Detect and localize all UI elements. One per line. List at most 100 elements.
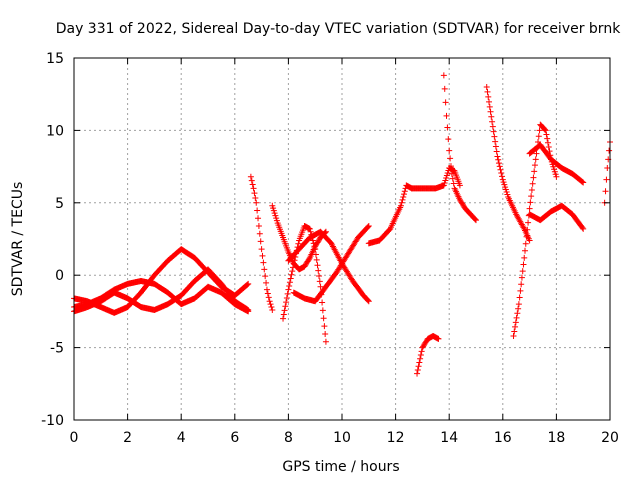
data-point bbox=[399, 196, 406, 203]
data-point bbox=[291, 257, 298, 264]
data-point bbox=[259, 252, 266, 259]
data-point bbox=[491, 133, 498, 140]
data-point bbox=[528, 186, 535, 193]
data-point bbox=[254, 207, 261, 214]
data-point bbox=[261, 266, 268, 273]
data-point bbox=[580, 225, 587, 232]
data-point bbox=[312, 251, 319, 258]
data-point bbox=[290, 260, 297, 267]
data-point bbox=[527, 199, 534, 206]
data-point bbox=[524, 226, 531, 233]
data-point bbox=[580, 179, 587, 186]
data-point bbox=[255, 215, 262, 222]
data-point bbox=[483, 83, 490, 90]
x-tick-label: 8 bbox=[284, 430, 293, 446]
data-point bbox=[473, 217, 479, 224]
data-point bbox=[255, 222, 262, 229]
data-point bbox=[486, 103, 493, 110]
data-point bbox=[533, 150, 540, 157]
data-point bbox=[442, 99, 449, 106]
data-point bbox=[263, 286, 270, 293]
data-point bbox=[516, 294, 523, 301]
data-point bbox=[498, 170, 505, 177]
x-tick-label: 6 bbox=[230, 430, 239, 446]
data-point bbox=[512, 323, 519, 330]
data-point bbox=[365, 297, 372, 304]
data-point bbox=[579, 178, 586, 185]
series-track-l bbox=[440, 72, 479, 224]
data-point bbox=[519, 268, 526, 275]
x-tick-label: 18 bbox=[547, 430, 565, 446]
data-point bbox=[295, 240, 302, 247]
data-point bbox=[314, 262, 321, 269]
data-point bbox=[306, 225, 313, 232]
data-point bbox=[319, 299, 326, 306]
x-tick-label: 16 bbox=[494, 430, 512, 446]
series-track-n bbox=[510, 121, 560, 340]
data-point bbox=[448, 170, 455, 177]
data-point bbox=[398, 199, 405, 206]
data-point bbox=[522, 247, 529, 254]
data-point bbox=[267, 301, 274, 308]
data-point bbox=[258, 246, 265, 253]
data-point bbox=[414, 366, 421, 373]
data-point bbox=[249, 181, 256, 188]
data-point bbox=[449, 175, 456, 182]
data-point bbox=[447, 155, 454, 162]
data-point bbox=[496, 163, 503, 170]
data-point bbox=[247, 173, 254, 180]
data-point bbox=[579, 224, 586, 231]
data-point bbox=[493, 148, 500, 155]
data-point bbox=[364, 223, 371, 230]
series-track-h bbox=[290, 222, 372, 305]
data-point bbox=[310, 240, 317, 247]
data-point bbox=[256, 230, 263, 237]
data-point bbox=[266, 298, 273, 305]
data-point bbox=[523, 233, 530, 240]
data-point bbox=[319, 307, 326, 314]
data-point bbox=[488, 113, 495, 120]
data-point bbox=[283, 299, 290, 306]
data-point bbox=[512, 319, 519, 326]
data-point bbox=[553, 173, 560, 180]
data-point bbox=[315, 267, 322, 274]
data-point bbox=[603, 176, 610, 183]
data-point bbox=[289, 268, 296, 275]
data-point bbox=[282, 303, 289, 310]
data-point bbox=[525, 219, 532, 226]
data-point bbox=[264, 290, 271, 297]
series-track-q bbox=[601, 138, 613, 206]
data-point bbox=[284, 290, 291, 297]
data-point bbox=[531, 168, 538, 175]
x-tick-label: 0 bbox=[70, 430, 79, 446]
data-point bbox=[447, 163, 454, 170]
data-point bbox=[289, 264, 296, 271]
series-track-c bbox=[71, 246, 252, 316]
x-tick-label: 10 bbox=[333, 430, 351, 446]
data-point bbox=[489, 118, 496, 125]
data-point bbox=[280, 315, 287, 322]
data-point bbox=[320, 315, 327, 322]
x-tick-label: 4 bbox=[177, 430, 186, 446]
y-tick-label: 15 bbox=[46, 51, 64, 67]
series-track-g bbox=[285, 228, 372, 305]
data-point bbox=[486, 98, 493, 105]
data-points bbox=[71, 72, 613, 377]
x-tick-label: 12 bbox=[387, 430, 405, 446]
data-point bbox=[520, 261, 527, 268]
x-tick-label: 2 bbox=[123, 430, 132, 446]
data-point bbox=[526, 205, 533, 212]
data-point bbox=[494, 153, 501, 160]
series-track-j bbox=[408, 165, 463, 192]
data-point bbox=[311, 243, 318, 250]
data-point bbox=[535, 133, 542, 140]
data-point bbox=[286, 279, 293, 286]
y-axis-label: SDTVAR / TECUs bbox=[10, 182, 26, 297]
data-point bbox=[484, 88, 491, 95]
data-point bbox=[529, 180, 536, 187]
data-point bbox=[489, 123, 496, 130]
data-point bbox=[522, 240, 529, 247]
series-track-o bbox=[526, 141, 587, 186]
data-point bbox=[365, 298, 372, 305]
